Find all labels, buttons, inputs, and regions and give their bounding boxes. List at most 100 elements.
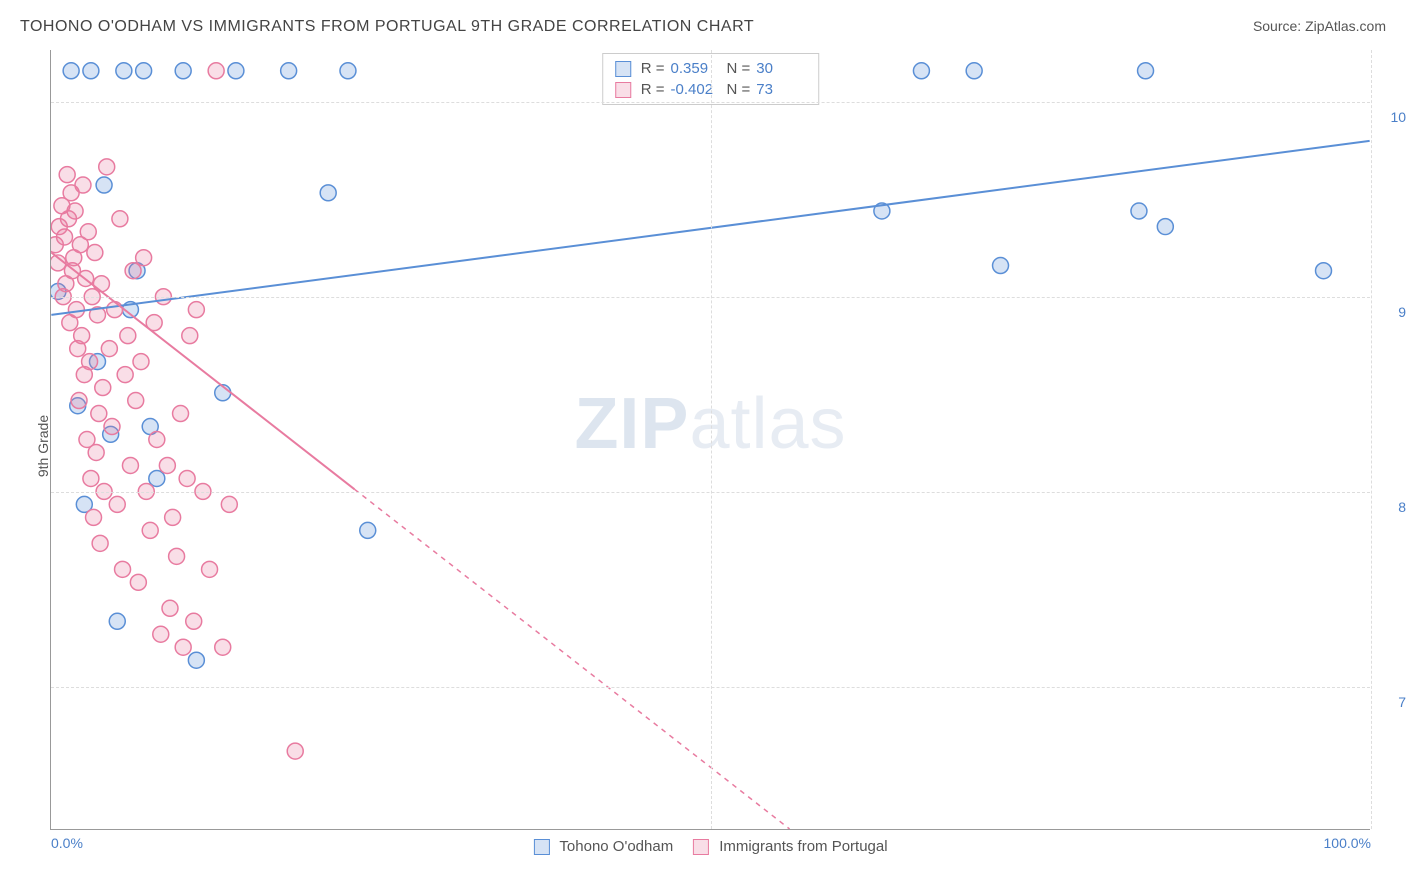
- data-point: [128, 393, 144, 409]
- y-tick-label: 85.0%: [1378, 499, 1406, 515]
- data-point: [149, 470, 165, 486]
- data-point: [133, 354, 149, 370]
- chart-source: Source: ZipAtlas.com: [1253, 18, 1386, 34]
- chart-title: TOHONO O'ODHAM VS IMMIGRANTS FROM PORTUG…: [20, 18, 754, 36]
- data-point: [116, 63, 132, 79]
- data-point: [186, 613, 202, 629]
- n-value-portugal: 73: [756, 81, 806, 98]
- swatch-tohono-icon: [533, 839, 549, 855]
- data-point: [175, 639, 191, 655]
- data-point: [99, 159, 115, 175]
- data-point: [162, 600, 178, 616]
- data-point: [993, 258, 1009, 274]
- legend-item-tohono: Tohono O'odham: [533, 838, 673, 855]
- data-point: [67, 203, 83, 219]
- data-point: [1138, 63, 1154, 79]
- data-point: [221, 496, 237, 512]
- data-point: [966, 63, 982, 79]
- data-point: [104, 419, 120, 435]
- x-tick-label: 100.0%: [1324, 835, 1371, 851]
- trend-line-extrapolated: [355, 489, 790, 829]
- r-prefix: R =: [641, 60, 665, 77]
- data-point: [71, 393, 87, 409]
- data-point: [109, 613, 125, 629]
- data-point: [115, 561, 131, 577]
- data-point: [75, 177, 91, 193]
- data-point: [1131, 203, 1147, 219]
- data-point: [228, 63, 244, 79]
- data-point: [86, 509, 102, 525]
- source-prefix: Source:: [1253, 18, 1305, 34]
- r-prefix: R =: [641, 81, 665, 98]
- grid-line: [711, 50, 712, 829]
- data-point: [91, 406, 107, 422]
- data-point: [59, 167, 75, 183]
- data-point: [188, 302, 204, 318]
- data-point: [159, 457, 175, 473]
- data-point: [95, 380, 111, 396]
- r-value-tohono: 0.359: [671, 60, 721, 77]
- x-tick-label: 0.0%: [51, 835, 83, 851]
- data-point: [57, 229, 73, 245]
- data-point: [149, 432, 165, 448]
- legend-item-portugal: Immigrants from Portugal: [693, 838, 887, 855]
- data-point: [340, 63, 356, 79]
- data-point: [136, 63, 152, 79]
- swatch-tohono-icon: [615, 61, 631, 77]
- y-tick-label: 100.0%: [1378, 109, 1406, 125]
- data-point: [175, 63, 191, 79]
- data-point: [202, 561, 218, 577]
- data-point: [215, 639, 231, 655]
- data-point: [320, 185, 336, 201]
- data-point: [74, 328, 90, 344]
- plot-area: ZIPatlas R = 0.359 N = 30 R = -0.402 N =…: [50, 50, 1370, 830]
- data-point: [68, 302, 84, 318]
- data-point: [109, 496, 125, 512]
- data-point: [80, 224, 96, 240]
- data-point: [1157, 219, 1173, 235]
- data-point: [63, 63, 79, 79]
- data-point: [82, 354, 98, 370]
- y-tick-label: 77.5%: [1378, 694, 1406, 710]
- data-point: [125, 263, 141, 279]
- data-point: [360, 522, 376, 538]
- n-value-tohono: 30: [756, 60, 806, 77]
- data-point: [87, 245, 103, 261]
- data-point: [96, 177, 112, 193]
- chart-header: TOHONO O'ODHAM VS IMMIGRANTS FROM PORTUG…: [20, 18, 1386, 36]
- data-point: [169, 548, 185, 564]
- swatch-portugal-icon: [615, 82, 631, 98]
- source-name: ZipAtlas.com: [1305, 18, 1386, 34]
- data-point: [130, 574, 146, 590]
- data-point: [287, 743, 303, 759]
- y-axis-label: 9th Grade: [35, 415, 51, 477]
- n-prefix: N =: [727, 81, 751, 98]
- data-point: [83, 63, 99, 79]
- data-point: [83, 470, 99, 486]
- data-point: [165, 509, 181, 525]
- data-point: [913, 63, 929, 79]
- data-point: [101, 341, 117, 357]
- data-point: [136, 250, 152, 266]
- data-point: [120, 328, 136, 344]
- grid-line: [1371, 50, 1372, 829]
- data-point: [1316, 263, 1332, 279]
- data-point: [117, 367, 133, 383]
- data-point: [173, 406, 189, 422]
- data-point: [281, 63, 297, 79]
- swatch-portugal-icon: [693, 839, 709, 855]
- data-point: [93, 276, 109, 292]
- r-value-portugal: -0.402: [671, 81, 721, 98]
- legend-series: Tohono O'odham Immigrants from Portugal: [533, 838, 887, 855]
- n-prefix: N =: [727, 60, 751, 77]
- y-tick-label: 92.5%: [1378, 304, 1406, 320]
- data-point: [142, 522, 158, 538]
- data-point: [182, 328, 198, 344]
- data-point: [107, 302, 123, 318]
- data-point: [179, 470, 195, 486]
- data-point: [188, 652, 204, 668]
- data-point: [153, 626, 169, 642]
- data-point: [88, 444, 104, 460]
- series-label-portugal: Immigrants from Portugal: [719, 838, 887, 855]
- data-point: [122, 457, 138, 473]
